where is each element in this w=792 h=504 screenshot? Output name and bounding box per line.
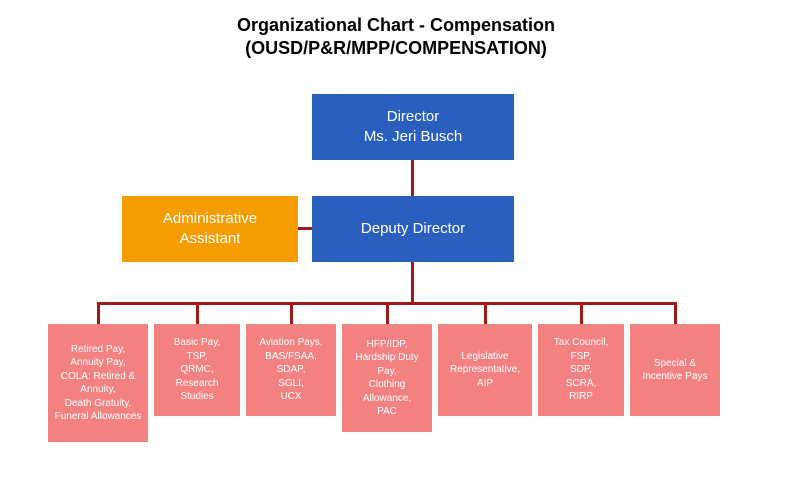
node-label: Aviation Pays,BAS/FSAA,SDAP,SGLI,UCX: [259, 336, 322, 404]
node-label: Basic Pay,TSP,QRMC,ResearchStudies: [174, 336, 221, 404]
node-admin: AdministrativeAssistant: [122, 196, 298, 262]
connector: [196, 302, 199, 324]
node-label: Deputy Director: [361, 219, 465, 239]
connector: [97, 302, 100, 324]
node-b1: Retired Pay,Annuity Pay,COLA: Retired &A…: [48, 324, 148, 442]
title-line-2: (OUSD/P&R/MPP/COMPENSATION): [0, 37, 792, 60]
connector: [298, 227, 312, 230]
node-b4: HFP/IDP,Hardship DutyPay,ClothingAllowan…: [342, 324, 432, 432]
connector: [411, 262, 414, 304]
node-label: Special &Incentive Pays: [642, 357, 707, 384]
node-label: LegislativeRepresentative,AIP: [450, 350, 520, 391]
node-director: DirectorMs. Jeri Busch: [312, 94, 514, 160]
node-b3: Aviation Pays,BAS/FSAA,SDAP,SGLI,UCX: [246, 324, 336, 416]
connector: [411, 160, 414, 196]
node-label: DirectorMs. Jeri Busch: [364, 107, 462, 148]
node-b2: Basic Pay,TSP,QRMC,ResearchStudies: [154, 324, 240, 416]
node-b5: LegislativeRepresentative,AIP: [438, 324, 532, 416]
connector: [674, 302, 677, 324]
node-label: HFP/IDP,Hardship DutyPay,ClothingAllowan…: [355, 338, 418, 419]
title-line-1: Organizational Chart - Compensation: [0, 14, 792, 37]
node-b6: Tax Council,FSP,SDP,SCRA,RIRP: [538, 324, 624, 416]
node-label: AdministrativeAssistant: [163, 209, 257, 250]
node-b7: Special &Incentive Pays: [630, 324, 720, 416]
connector: [580, 302, 583, 324]
connector: [290, 302, 293, 324]
connector: [386, 302, 389, 324]
chart-title: Organizational Chart - Compensation (OUS…: [0, 14, 792, 61]
node-deputy: Deputy Director: [312, 196, 514, 262]
node-label: Retired Pay,Annuity Pay,COLA: Retired &A…: [55, 343, 142, 424]
connector: [484, 302, 487, 324]
node-label: Tax Council,FSP,SDP,SCRA,RIRP: [554, 336, 608, 404]
